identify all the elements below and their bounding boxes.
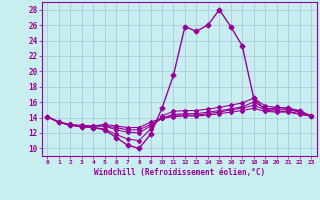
X-axis label: Windchill (Refroidissement éolien,°C): Windchill (Refroidissement éolien,°C) [94, 168, 265, 177]
